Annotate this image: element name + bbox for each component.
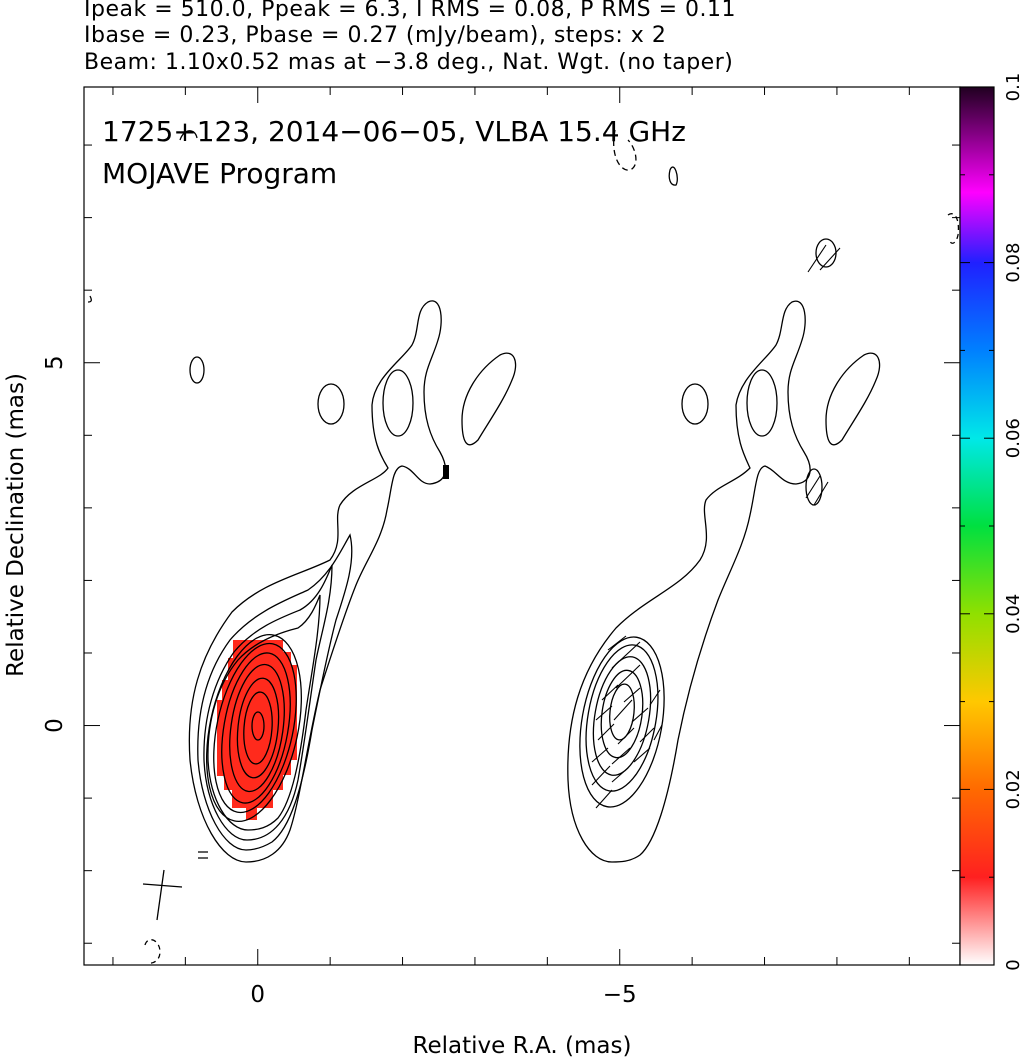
contour-island-1 (317, 383, 345, 425)
evpa-vector (653, 724, 663, 741)
evpa-vector (591, 747, 609, 763)
contour-fragment-1 (179, 130, 198, 141)
evpa-vector (595, 789, 613, 809)
contour-ring-5 (205, 633, 303, 823)
evpa-vector (649, 689, 661, 706)
contour-ring-8 (229, 663, 285, 793)
contour-r-ring-4 (600, 669, 644, 759)
evpa-vector (617, 727, 635, 745)
evpa-vector (597, 723, 615, 741)
y-tick-label: 0 (42, 718, 68, 733)
contour-r-ring-2 (585, 644, 659, 792)
left-contours (87, 129, 678, 964)
evpa-vector (595, 705, 613, 721)
marker-block (443, 465, 449, 479)
cb-tick-label: 0 (1003, 959, 1022, 970)
header-line-3: Beam: 1.10x0.52 mas at −3.8 deg., Nat. W… (84, 50, 734, 75)
evpa-vector (591, 765, 611, 786)
contour-fragment-3 (144, 939, 161, 964)
contour-fragment-2 (87, 295, 92, 303)
cb-tick-label: 0.02 (1003, 769, 1022, 809)
evpa-vector (601, 684, 619, 701)
axis-ticks: 0 −5 0 5 (42, 87, 960, 1008)
contour-island-2 (382, 369, 414, 437)
contour-r-ring-5 (609, 683, 635, 741)
x-axis-label: Relative R.A. (mas) (413, 1033, 632, 1059)
cb-tick-label: 0.1 (1003, 73, 1022, 102)
evpa-vector (819, 247, 841, 271)
evpa-vector (623, 687, 641, 703)
fractional-pol-fill (217, 640, 297, 820)
evpa-vector (615, 664, 641, 689)
evpa-vector (805, 475, 821, 499)
evpa-vector (611, 747, 631, 765)
contour-ring-3 (203, 564, 333, 841)
contour-r-island-5 (805, 468, 823, 506)
plot-frame (83, 86, 961, 966)
contour-island-3 (461, 352, 517, 446)
beam-marker (142, 869, 183, 921)
colorbar-ticks: 0 0.02 0.04 0.06 0.08 0.1 (960, 73, 1022, 971)
colorbar (959, 86, 995, 966)
header-line-1: Ipeak = 510.0, Ppeak = 6.3, I RMS = 0.08… (84, 0, 736, 22)
map-title: 1725+123, 2014−06−05, VLBA 15.4 GHz (102, 115, 686, 148)
contour-ring-6 (213, 642, 297, 814)
evpa-vector (631, 707, 649, 723)
evpa-vector (611, 767, 629, 783)
cb-tick-label: 0.04 (1003, 594, 1022, 634)
map-subtitle: MOJAVE Program (102, 157, 337, 190)
contour-ring-4 (207, 594, 321, 831)
fill-region (217, 640, 297, 820)
contour-ring-7 (221, 652, 291, 804)
evpa-vector (807, 244, 827, 273)
evpa-vector (611, 641, 641, 669)
evpa-vector (813, 481, 829, 506)
contour-r-island-2 (746, 369, 778, 437)
contour-fragment-4 (198, 851, 208, 859)
right-contours (567, 213, 960, 863)
contour-r-island-3 (825, 352, 881, 446)
contour-island-4 (189, 356, 205, 384)
contour-outer (188, 300, 447, 863)
contour-ring-2 (197, 533, 353, 851)
header-line-2: Ibase = 0.23, Pbase = 0.27 (mJy/beam), s… (84, 23, 667, 48)
evpa-vector (607, 635, 627, 651)
contour-r-fragment (947, 213, 960, 244)
contour-r-ring-1 (579, 636, 665, 808)
contour-outer-right (567, 300, 811, 863)
contour-r-island-1 (681, 383, 709, 425)
contour-fragment-5 (613, 129, 637, 171)
contour-r-ring-3 (592, 656, 652, 776)
contour-core (251, 711, 265, 741)
evpa-vector (639, 727, 655, 743)
y-axis-label: Relative Declination (mas) (3, 373, 29, 677)
x-tick-label: 0 (250, 982, 265, 1008)
y-tick-label: 5 (42, 355, 68, 370)
evpa-vectors (591, 244, 841, 809)
contour-ring-9 (236, 677, 280, 779)
contour-ring-10 (243, 691, 273, 765)
cb-tick-label: 0.08 (1003, 243, 1022, 283)
cb-tick-label: 0.06 (1003, 418, 1022, 458)
x-tick-label: −5 (603, 982, 637, 1008)
evpa-vector (633, 747, 651, 763)
evpa-vector (613, 699, 633, 721)
contour-fragment-6 (668, 166, 678, 186)
